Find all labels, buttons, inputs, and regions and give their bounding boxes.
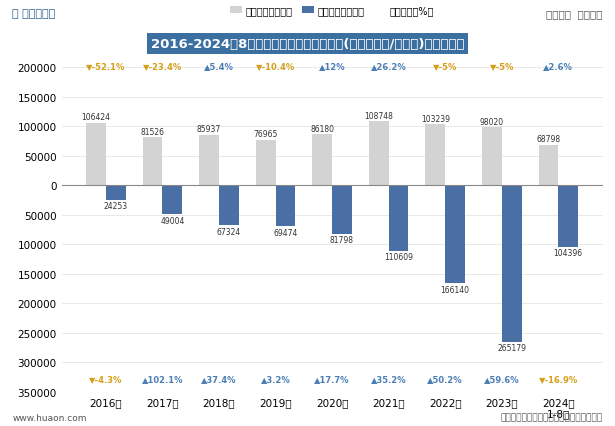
Bar (199, 135, 219, 186)
Text: ▲102.1%: ▲102.1% (141, 374, 183, 383)
Text: ▲3.2%: ▲3.2% (261, 374, 290, 383)
Text: 106424: 106424 (82, 113, 111, 122)
Text: 76965: 76965 (253, 130, 278, 139)
Text: ▲35.2%: ▲35.2% (371, 374, 407, 383)
Bar (276, 186, 295, 227)
Text: 86180: 86180 (310, 125, 334, 134)
Bar (256, 141, 276, 186)
Bar (86, 123, 106, 186)
Text: 专业严谨  客观科学: 专业严谨 客观科学 (546, 9, 603, 19)
Text: 108748: 108748 (364, 112, 393, 121)
Text: ▲37.4%: ▲37.4% (201, 374, 237, 383)
Bar (106, 186, 125, 200)
Text: ▲2.6%: ▲2.6% (544, 62, 573, 71)
Text: 67324: 67324 (216, 227, 241, 236)
Text: 69474: 69474 (273, 228, 298, 237)
Text: www.huaon.com: www.huaon.com (12, 413, 87, 422)
Bar (445, 186, 465, 284)
Text: ▲17.7%: ▲17.7% (314, 374, 350, 383)
Text: ▲50.2%: ▲50.2% (427, 374, 463, 383)
Text: ▲26.2%: ▲26.2% (371, 62, 407, 71)
Bar (502, 186, 522, 342)
Text: 🔷 华经情报网: 🔷 华经情报网 (12, 9, 55, 19)
Text: ▲12%: ▲12% (319, 62, 346, 71)
Text: ▼-5%: ▼-5% (433, 62, 458, 71)
Text: 68798: 68798 (536, 135, 560, 144)
Bar (162, 186, 182, 215)
Bar (426, 125, 445, 186)
Bar (312, 135, 332, 186)
Text: 103239: 103239 (421, 115, 450, 124)
Text: 98020: 98020 (480, 118, 504, 127)
Text: ▼-23.4%: ▼-23.4% (143, 62, 182, 71)
Bar (332, 186, 352, 234)
Text: 数据来源：中国海关；华经产业研究院整理: 数据来源：中国海关；华经产业研究院整理 (501, 413, 603, 422)
Text: ▼-4.3%: ▼-4.3% (89, 374, 122, 383)
Bar (369, 122, 389, 186)
Text: 24253: 24253 (104, 201, 128, 210)
Bar (389, 186, 408, 251)
Text: 265179: 265179 (497, 343, 526, 352)
Text: 110609: 110609 (384, 253, 413, 262)
Text: 81526: 81526 (141, 127, 165, 136)
Text: 2016-2024年8月杭州高新技术产业开发区(境内目的地/货源地)进、出口额: 2016-2024年8月杭州高新技术产业开发区(境内目的地/货源地)进、出口额 (151, 38, 464, 51)
Text: 85937: 85937 (197, 125, 221, 134)
Text: ▼-52.1%: ▼-52.1% (86, 62, 125, 71)
Text: ▼-10.4%: ▼-10.4% (256, 62, 295, 71)
Text: ▲5.4%: ▲5.4% (204, 62, 234, 71)
Legend: 出口额（万美元）, 进口额（万美元）, 同比增长（%）: 出口额（万美元）, 进口额（万美元）, 同比增长（%） (226, 2, 438, 20)
Bar (482, 128, 502, 186)
Text: 49004: 49004 (160, 216, 184, 225)
Bar (219, 186, 239, 225)
Text: 104396: 104396 (554, 249, 583, 258)
Text: 166140: 166140 (440, 285, 470, 294)
Bar (558, 186, 578, 248)
Bar (143, 138, 162, 186)
Bar (539, 145, 558, 186)
Text: 81798: 81798 (330, 236, 354, 245)
Text: 2016-2024年8月杭州高新技术产业开发区(境内目的地/货源地)进、出口额: 2016-2024年8月杭州高新技术产业开发区(境内目的地/货源地)进、出口额 (160, 41, 455, 55)
Text: ▼-5%: ▼-5% (490, 62, 514, 71)
Text: ▼-16.9%: ▼-16.9% (539, 374, 578, 383)
Text: ▲59.6%: ▲59.6% (484, 374, 520, 383)
